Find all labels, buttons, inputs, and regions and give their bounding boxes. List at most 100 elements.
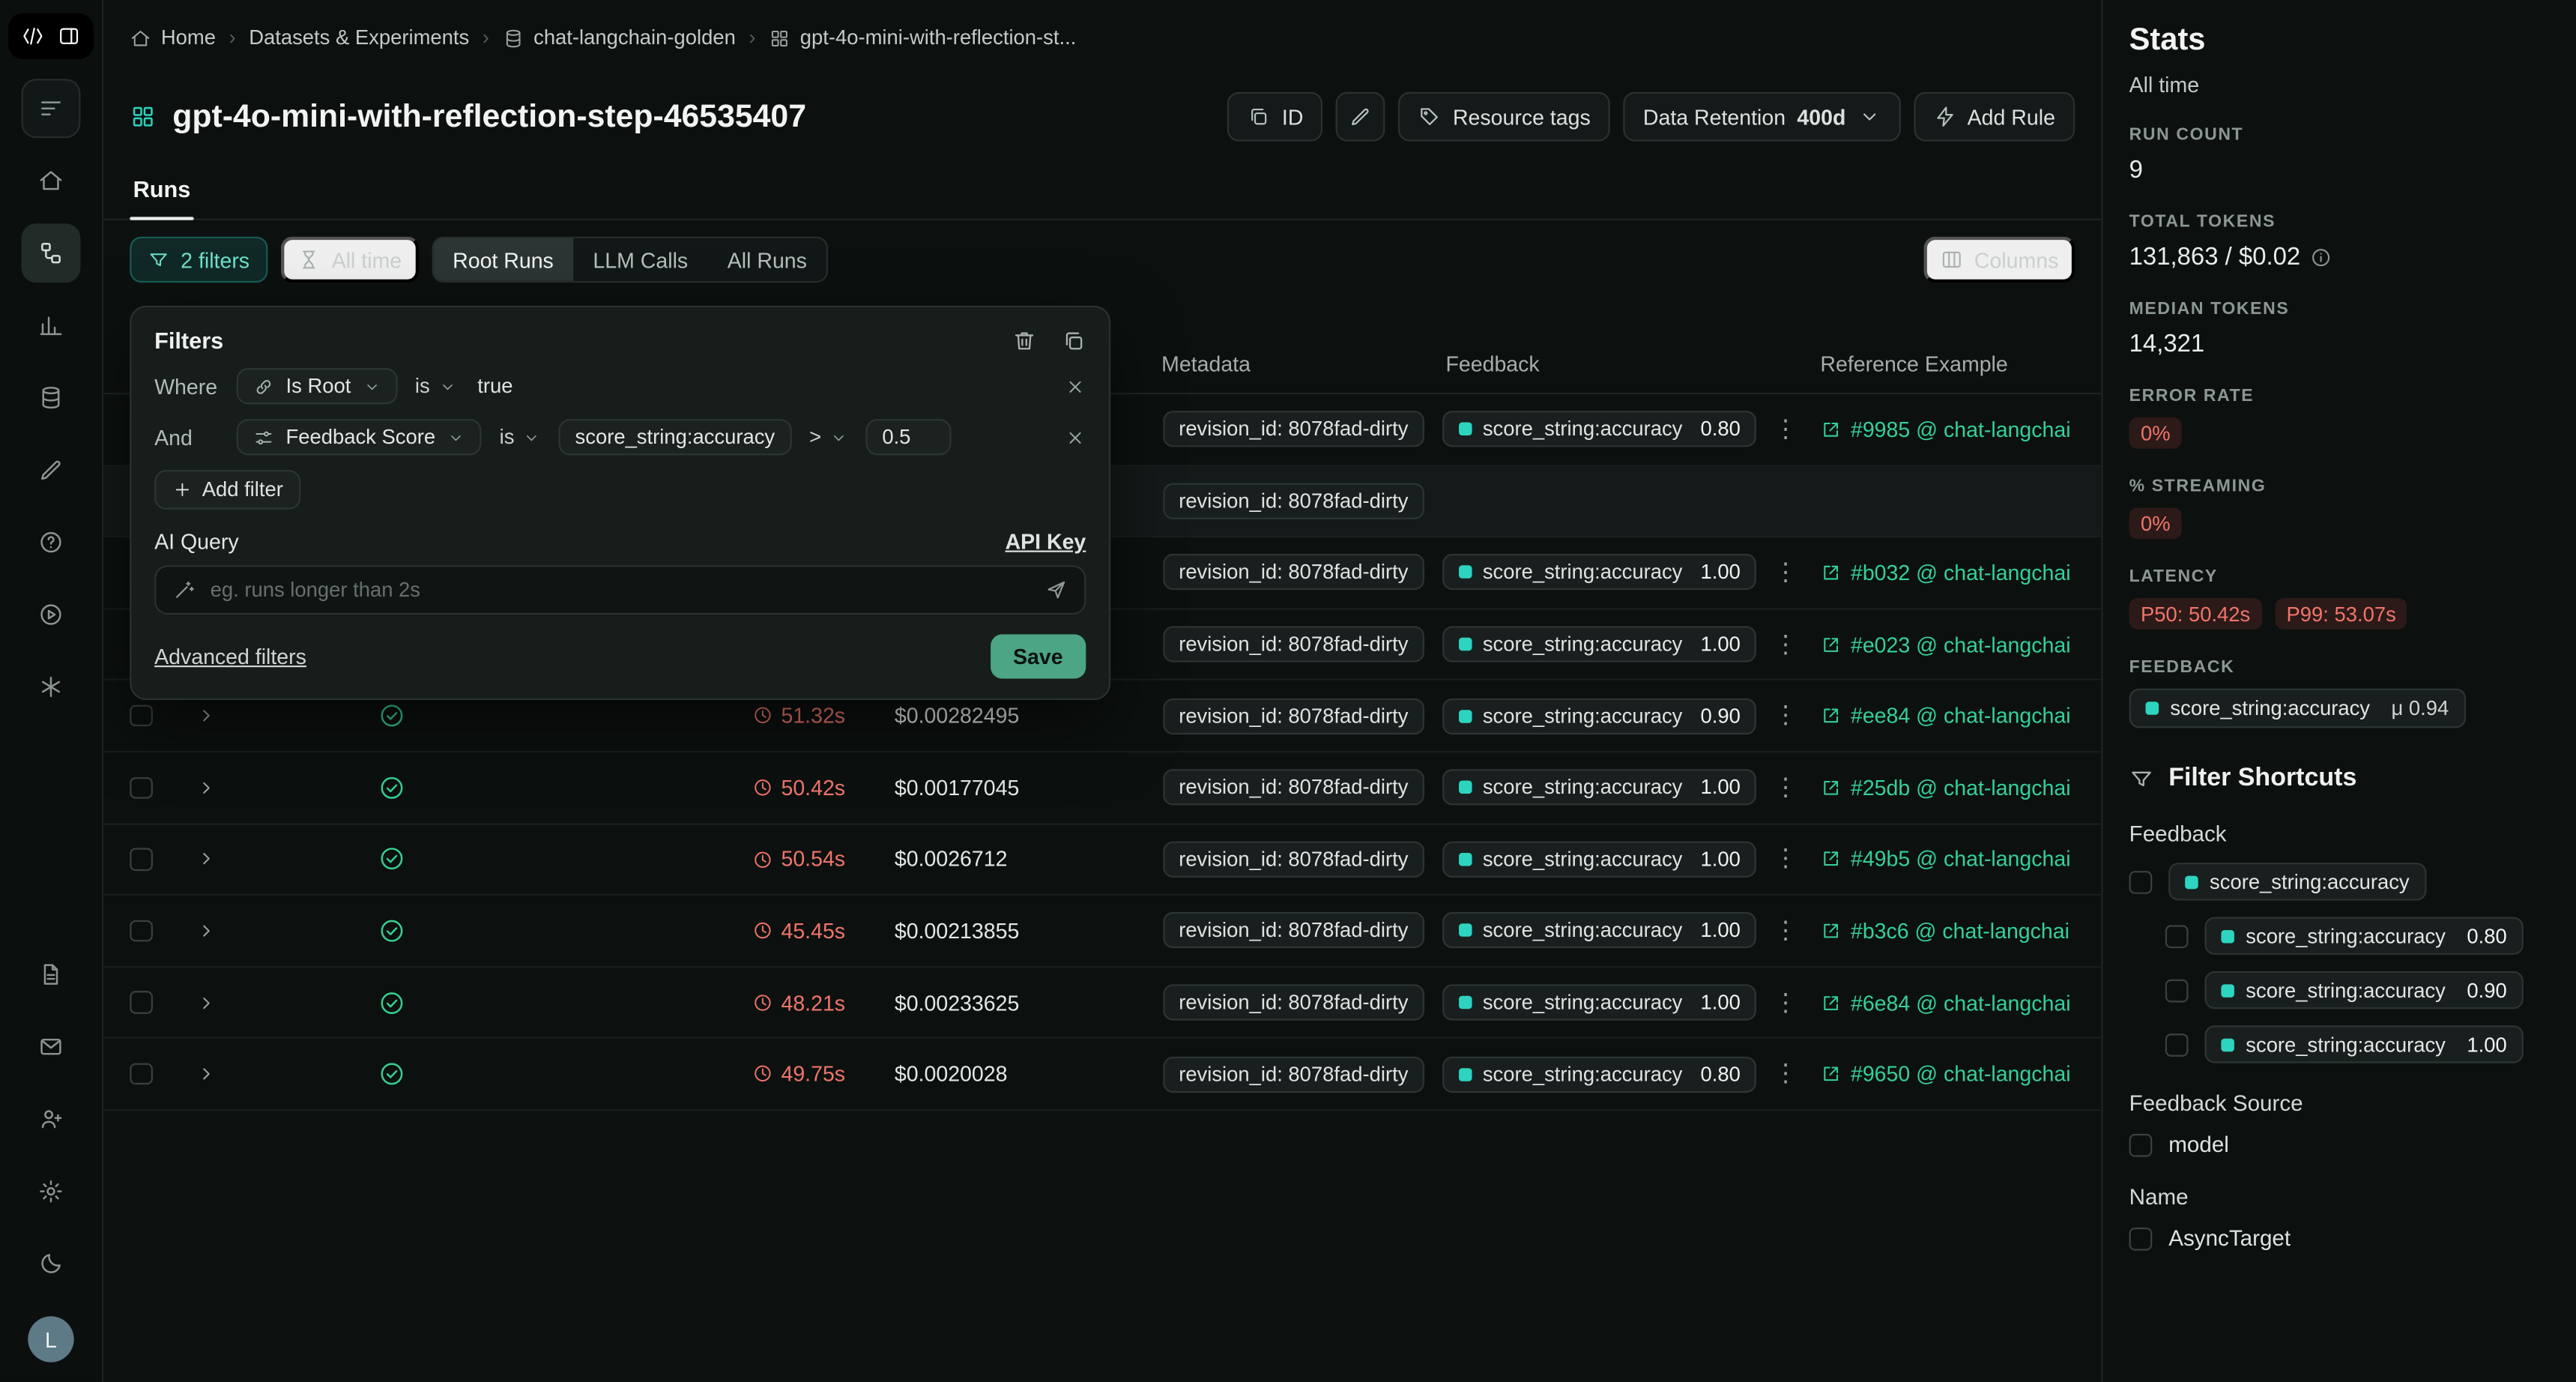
sidebar-item-home[interactable] [22,151,81,211]
reference-example-link[interactable]: #b3c6 @ chat-langchai [1819,919,2101,943]
filter-operator-dropdown[interactable]: is [410,369,461,402]
shortcut-checkbox[interactable] [2165,924,2189,948]
feedback-menu-button[interactable]: ⋮ [1773,988,1798,1017]
feedback-menu-button[interactable]: ⋮ [1773,917,1798,945]
feedback-key-input[interactable]: score_string:accuracy [558,419,792,456]
filter-operator-dropdown[interactable]: is [495,420,545,453]
table-row[interactable]: 51.32s $0.00282495 revision_id: 8078fad-… [103,681,2102,753]
sidebar-item-datasets[interactable] [22,368,81,427]
reference-example-link[interactable]: #9985 @ chat-langchai [1819,417,2101,441]
feedback-menu-button[interactable]: ⋮ [1773,1060,1798,1088]
time-range-button[interactable]: All time [280,236,419,283]
column-header-feedback[interactable]: Feedback [1445,351,1540,377]
tab-runs[interactable]: Runs [130,157,194,220]
sidebar-item-invite[interactable] [22,1090,81,1149]
feedback-summary-chip[interactable]: score_string:accuracy μ 0.94 [2129,688,2466,728]
shortcut-checkbox[interactable] [2129,1132,2153,1156]
segment-root-runs[interactable]: Root Runs [432,238,574,281]
table-row[interactable]: revision_id: 8078fad-dirty score_string:… [103,609,2102,681]
sidebar-item-monitors[interactable] [22,296,81,355]
feedback-score-chip[interactable]: score_string:accuracy 1.00 [1442,912,1757,950]
breadcrumb-experiment[interactable]: gpt-4o-mini-with-reflection-st... [769,26,1076,49]
feedback-score-chip[interactable]: score_string:accuracy 0.80 [1442,411,1757,448]
sidebar-item-menu[interactable] [21,79,81,139]
row-expand-button[interactable] [195,848,221,870]
row-checkbox[interactable] [130,848,152,871]
feedback-score-chip[interactable]: score_string:accuracy 1.00 [1442,984,1757,1021]
reference-example-link[interactable]: #9650 @ chat-langchai [1819,1062,2101,1087]
edit-name-button[interactable] [1336,91,1386,142]
add-filter-button[interactable]: Add filter [154,470,301,510]
table-row[interactable]: 48.21s $0.00233625 revision_id: 8078fad-… [103,968,2102,1039]
breadcrumb-home[interactable]: Home [130,26,216,49]
column-header-reference[interactable]: Reference Example [1820,351,2008,377]
feedback-filter-chip[interactable]: score_string:accuracy 1.00 [2204,1025,2524,1063]
table-row[interactable]: 50.54s $0.0026712 revision_id: 8078fad-d… [103,824,2102,896]
sidebar-item-playground[interactable] [22,585,81,645]
feedback-menu-button[interactable]: ⋮ [1773,773,1798,802]
feedback-score-chip[interactable]: score_string:accuracy 1.00 [1442,554,1757,591]
table-row[interactable]: revision_id: 8078fad-dirty score_string:… [103,394,2102,466]
data-retention-dropdown[interactable]: Data Retention 400d [1623,91,1900,142]
segment-llm-calls[interactable]: LLM Calls [593,247,689,272]
feedback-menu-button[interactable]: ⋮ [1773,701,1798,730]
filter-field-dropdown[interactable]: Feedback Score [236,419,482,456]
feedback-filter-chip[interactable]: score_string:accuracy 0.80 [2204,917,2524,955]
row-checkbox[interactable] [130,704,152,728]
reference-example-link[interactable]: #b032 @ chat-langchai [1819,561,2101,585]
shortcut-checkbox[interactable] [2165,978,2189,1002]
add-rule-button[interactable]: Add Rule [1913,91,2075,142]
remove-filter-button[interactable] [1065,426,1086,448]
feedback-score-chip[interactable]: score_string:accuracy 1.00 [1442,769,1757,806]
segment-all-runs[interactable]: All Runs [727,247,807,272]
reference-example-link[interactable]: #49b5 @ chat-langchai [1819,847,2101,872]
sidebar-item-mail[interactable] [22,1017,81,1076]
filter-value[interactable]: true [477,374,513,398]
ai-query-input[interactable] [210,578,1030,602]
filter-field-dropdown[interactable]: Is Root [236,368,397,405]
feedback-score-chip[interactable]: score_string:accuracy 0.90 [1442,698,1757,734]
table-row[interactable]: 50.42s $0.00177045 revision_id: 8078fad-… [103,752,2102,824]
sidebar-item-annotations[interactable] [22,441,81,500]
user-avatar[interactable]: L [28,1316,74,1363]
feedback-menu-button[interactable]: ⋮ [1773,845,1798,874]
remove-filter-button[interactable] [1065,375,1086,397]
sidebar-item-theme-toggle[interactable] [22,1234,81,1294]
send-icon[interactable] [1044,579,1068,602]
row-checkbox[interactable] [130,920,152,942]
feedback-menu-button[interactable]: ⋮ [1773,415,1798,444]
table-row[interactable]: revision_id: 8078fad-dirty score_string:… [103,537,2102,609]
row-expand-button[interactable] [195,777,221,799]
filters-count-chip[interactable]: 2 filters [130,236,268,283]
row-expand-button[interactable] [195,992,221,1013]
reference-example-link[interactable]: #25db @ chat-langchai [1819,775,2101,800]
table-row[interactable]: 45.45s $0.00213855 revision_id: 8078fad-… [103,896,2102,968]
reference-example-link[interactable]: #ee84 @ chat-langchai [1819,704,2101,728]
panel-toggle-icon[interactable] [58,25,81,48]
row-checkbox[interactable] [130,991,152,1014]
row-expand-button[interactable] [195,1063,221,1085]
trash-icon[interactable] [1012,328,1037,352]
reference-example-link[interactable]: #6e84 @ chat-langchai [1819,990,2101,1015]
sidebar-item-support[interactable] [22,513,81,572]
breadcrumb-dataset[interactable]: chat-langchain-golden [502,26,736,49]
save-button[interactable]: Save [990,634,1086,679]
copy-icon[interactable] [1061,328,1086,352]
row-expand-button[interactable] [195,705,221,727]
feedback-score-chip[interactable]: score_string:accuracy 0.80 [1442,1056,1757,1093]
columns-button[interactable]: Columns [1923,236,2075,283]
sidebar-item-docs[interactable] [22,945,81,1004]
column-header-metadata[interactable]: Metadata [1161,351,1251,377]
table-row[interactable]: 49.75s $0.0020028 revision_id: 8078fad-d… [103,1039,2102,1111]
row-expand-button[interactable] [195,920,221,942]
shortcut-checkbox[interactable] [2129,869,2153,893]
shortcut-checkbox[interactable] [2129,1226,2153,1250]
feedback-filter-chip[interactable]: score_string:accuracy 0.90 [2204,971,2524,1010]
row-checkbox[interactable] [130,776,152,799]
shortcut-checkbox[interactable] [2165,1033,2189,1056]
feedback-score-chip[interactable]: score_string:accuracy 1.00 [1442,841,1757,878]
feedback-score-chip[interactable]: score_string:accuracy 1.00 [1442,626,1757,663]
feedback-menu-button[interactable]: ⋮ [1773,558,1798,587]
row-checkbox[interactable] [130,1063,152,1085]
sidebar-item-settings[interactable] [22,1162,81,1221]
